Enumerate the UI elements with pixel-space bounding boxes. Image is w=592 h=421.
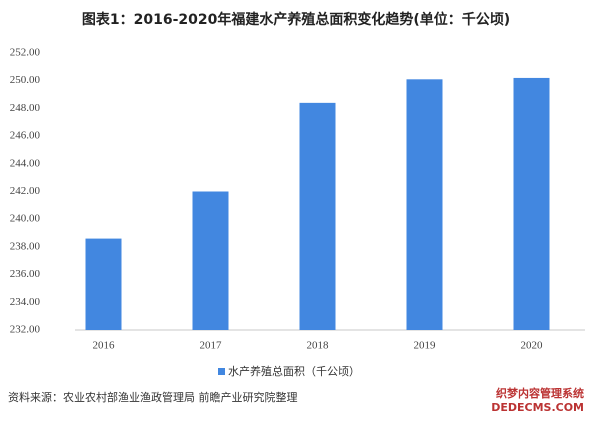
chart-title: 图表1：2016-2020年福建水产养殖总面积变化趋势(单位：千公顷) bbox=[82, 11, 510, 28]
y-tick-label: 246.00 bbox=[10, 130, 41, 142]
y-tick-label: 248.00 bbox=[10, 102, 41, 114]
x-tick-label: 2016 bbox=[93, 340, 116, 352]
y-tick-label: 236.00 bbox=[10, 268, 41, 280]
bar bbox=[299, 102, 336, 330]
y-tick-label: 232.00 bbox=[10, 324, 41, 336]
bar bbox=[406, 79, 443, 330]
y-tick-label: 252.00 bbox=[10, 47, 41, 59]
source: 资料来源：农业农村部渔业渔政管理局 前瞻产业研究院整理 bbox=[8, 390, 298, 404]
watermark: 织梦内容管理系统 bbox=[496, 386, 584, 400]
x-tick-label: 2017 bbox=[200, 340, 223, 352]
y-tick-label: 242.00 bbox=[10, 185, 41, 197]
bar bbox=[513, 77, 550, 331]
watermark: DEDECMS.COM bbox=[491, 401, 584, 414]
bar bbox=[192, 191, 229, 330]
y-tick-label: 234.00 bbox=[10, 296, 41, 308]
bar bbox=[85, 238, 122, 330]
y-tick-label: 240.00 bbox=[10, 213, 41, 225]
x-tick-label: 2018 bbox=[307, 340, 330, 352]
y-tick-label: 250.00 bbox=[10, 74, 41, 86]
x-tick-label: 2020 bbox=[521, 340, 544, 352]
y-tick-label: 244.00 bbox=[10, 157, 41, 169]
y-tick-label: 238.00 bbox=[10, 240, 41, 252]
legend-label: 水产养殖总面积（千公顷） bbox=[228, 364, 360, 378]
x-tick-label: 2019 bbox=[414, 340, 437, 352]
legend-swatch bbox=[218, 368, 225, 375]
